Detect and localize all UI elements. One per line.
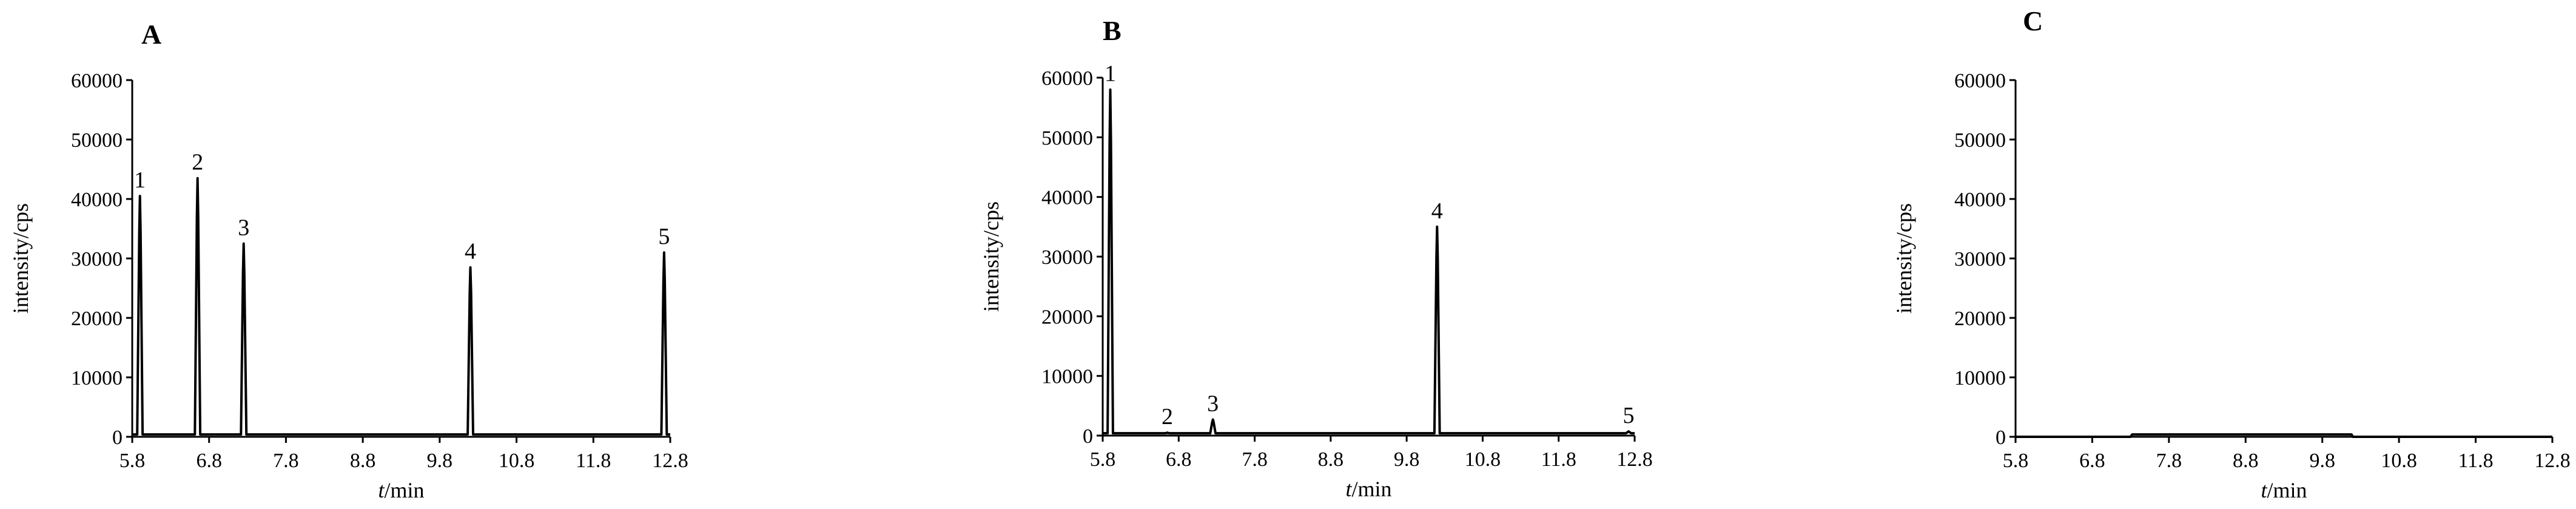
- x-tick-label: 6.8: [1166, 448, 1192, 471]
- peak-label: 2: [192, 150, 203, 175]
- peak-label: 4: [465, 239, 476, 265]
- x-axis-title: t/min: [1345, 477, 1391, 501]
- y-tick-label: 20000: [1041, 306, 1093, 328]
- x-tick-label: 6.8: [2079, 450, 2105, 472]
- panel-label: C: [2023, 5, 2043, 36]
- y-tick-label: 0: [112, 426, 123, 449]
- x-tick-label: 8.8: [350, 450, 376, 472]
- y-tick-label: 40000: [1041, 187, 1093, 209]
- peak-label: 1: [1105, 61, 1116, 87]
- x-tick-label: 12.8: [652, 450, 688, 472]
- y-tick-label: 50000: [1041, 127, 1093, 149]
- peak-label: 2: [1162, 404, 1173, 430]
- x-tick-label: 8.8: [2233, 450, 2259, 472]
- x-tick-label: 6.8: [196, 450, 222, 472]
- y-tick-label: 30000: [1954, 248, 2006, 271]
- y-tick-label: 50000: [71, 129, 123, 152]
- x-tick-label: 9.8: [1394, 448, 1420, 471]
- y-tick-label: 30000: [1041, 246, 1093, 269]
- x-tick-label: 11.8: [576, 450, 611, 472]
- peak-label: 4: [1431, 198, 1443, 224]
- y-tick-label: 60000: [1954, 70, 2006, 92]
- y-tick-label: 30000: [71, 248, 123, 271]
- y-tick-label: 40000: [1954, 189, 2006, 211]
- x-tick-label: 5.8: [119, 450, 146, 472]
- x-tick-label: 8.8: [1318, 448, 1344, 471]
- x-tick-label: 7.8: [2156, 450, 2182, 472]
- y-tick-label: 10000: [71, 367, 123, 389]
- y-tick-label: 0: [1996, 426, 2006, 449]
- x-tick-label: 12.8: [1616, 448, 1653, 471]
- y-axis-title: intensity/cps: [979, 201, 1003, 312]
- x-tick-label: 10.8: [1465, 448, 1501, 471]
- y-tick-label: 10000: [1954, 367, 2006, 389]
- y-axis-title: intensity/cps: [1892, 203, 1916, 314]
- y-tick-label: 20000: [1954, 308, 2006, 330]
- x-tick-label: 11.8: [1541, 448, 1576, 471]
- x-tick-label: 5.8: [1090, 448, 1116, 471]
- panel-label: A: [141, 19, 161, 50]
- chart-panel-c: C 0 10000 20000 30000 40000 50000 60000 5.8 6.8 7.…: [1892, 5, 2571, 502]
- y-tick-label: 60000: [71, 70, 123, 92]
- peak-label: 5: [658, 224, 670, 249]
- y-tick-label: 0: [1083, 425, 1093, 448]
- x-tick-label: 10.8: [499, 450, 535, 472]
- x-tick-label: 9.8: [427, 450, 453, 472]
- chart-panel-a: A 0 10000 20000 30000 40000 50000 60000 5.8 6.8 7.…: [8, 19, 688, 502]
- x-tick-label: 9.8: [2309, 450, 2335, 472]
- peak-label: 1: [134, 167, 146, 193]
- x-axis-title: t/min: [2261, 478, 2307, 502]
- y-axis-title: intensity/cps: [8, 203, 33, 314]
- x-tick-label: 5.8: [2003, 450, 2029, 472]
- y-tick-label: 20000: [71, 308, 123, 330]
- x-tick-label: 10.8: [2381, 450, 2417, 472]
- y-tick-label: 40000: [71, 189, 123, 211]
- chromatogram-trace: [1103, 88, 1635, 435]
- chromatogram-trace: [132, 177, 670, 436]
- y-tick-label: 10000: [1041, 366, 1093, 388]
- peak-label: 3: [238, 215, 249, 241]
- x-axis-title: t/min: [378, 478, 424, 502]
- y-tick-label: 60000: [1041, 67, 1093, 90]
- peak-label: 3: [1207, 391, 1219, 416]
- y-tick-label: 50000: [1954, 129, 2006, 152]
- x-tick-label: 11.8: [2458, 450, 2493, 472]
- chart-panel-b: B 0 10000 20000 30000 40000 50000 60000 5.8 6.8 7.…: [979, 15, 1653, 501]
- panel-label: B: [1103, 15, 1122, 46]
- x-tick-label: 7.8: [273, 450, 299, 472]
- x-tick-label: 7.8: [1242, 448, 1268, 471]
- x-tick-label: 12.8: [2534, 450, 2571, 472]
- peak-label: 5: [1623, 403, 1634, 428]
- chromatogram-trace: [2016, 433, 2552, 438]
